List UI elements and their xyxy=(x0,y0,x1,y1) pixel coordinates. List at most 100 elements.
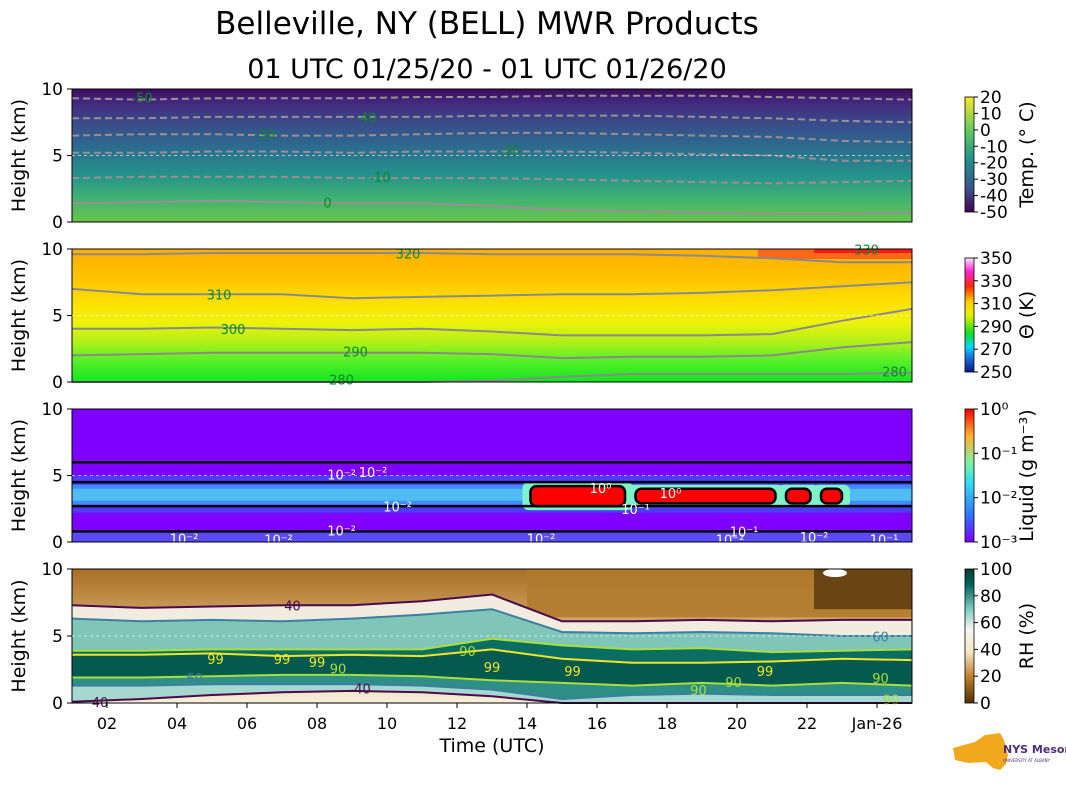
contour-label: 10⁻² xyxy=(800,531,829,546)
temperature-contour xyxy=(72,150,912,162)
contour-label: 10⁻² xyxy=(170,532,199,547)
contour-label: 10⁻² xyxy=(264,534,293,549)
figure-subtitle: 01 UTC 01/25/20 - 01 UTC 01/26/20 xyxy=(247,54,727,85)
colorbar-tick-label: 100 xyxy=(980,560,1012,580)
colorbar-tick-label: 310 xyxy=(980,295,1012,315)
y-axis-label: Height (km) xyxy=(8,579,30,692)
liquid-core xyxy=(784,487,812,505)
theta-panel: 320 330 310 300 290 280 280 0 5 10 Height (km) 350 3… xyxy=(8,240,1038,393)
y-axis-label: Height (km) xyxy=(8,99,30,212)
contour-label: 40 xyxy=(354,683,371,698)
logo-text: NYS Mesonet xyxy=(1003,743,1066,756)
y-tick-label: 10 xyxy=(41,560,63,580)
figure-title: Belleville, NY (BELL) MWR Products xyxy=(215,6,759,42)
nys-mesonet-logo: NYS Mesonet UNIVERSITY AT ALBANY xyxy=(953,733,1066,770)
rh-band-low-60 xyxy=(72,684,912,703)
x-tick-label: 08 xyxy=(307,714,327,733)
temperature-contour xyxy=(71,131,913,144)
x-tick-label: 16 xyxy=(587,714,607,733)
x-tick-label: Jan-26 xyxy=(851,714,903,733)
y-tick-label: 0 xyxy=(52,213,63,233)
liquid-low-band xyxy=(72,531,912,542)
contour-label: 90 xyxy=(459,645,476,660)
contour-label: 10⁻² xyxy=(716,534,745,549)
theta-contour xyxy=(71,281,913,300)
y-axis-label: Height (km) xyxy=(8,419,30,532)
contour-label: 310 xyxy=(207,289,232,304)
colorbar-tick-label: -20 xyxy=(980,154,1008,174)
contour-label: -40 xyxy=(355,111,376,126)
x-tick-label: 12 xyxy=(447,714,467,733)
colorbar-tick-label: 10⁰ xyxy=(980,400,1009,420)
liquid-core xyxy=(634,487,777,505)
theta-warm-top xyxy=(758,249,912,259)
y-tick-label: 10 xyxy=(41,240,63,260)
y-tick-label: 0 xyxy=(52,373,63,393)
colorbar xyxy=(964,257,975,373)
contour-label: 99 xyxy=(484,661,501,676)
theta-hot-top xyxy=(814,249,912,253)
colorbar-tick-label: 270 xyxy=(980,340,1012,360)
y-tick-label: 5 xyxy=(52,147,63,167)
temperature-contour xyxy=(72,114,913,124)
contour-label: 99 xyxy=(309,656,326,671)
contour-label: 290 xyxy=(343,346,368,361)
y-tick-label: 5 xyxy=(52,467,63,487)
colorbar-tick-label: 0 xyxy=(980,121,991,141)
colorbar-tick-label: 10⁻¹ xyxy=(980,444,1017,464)
colorbar-tick-label: 350 xyxy=(980,249,1012,269)
colorbar-tick-label: 60 xyxy=(980,614,1002,634)
contour-label: 90 xyxy=(872,672,889,687)
contour-label: 90 xyxy=(690,684,707,699)
contour-label: 10⁻¹ xyxy=(870,534,899,549)
colorbar-tick-label: -10 xyxy=(980,137,1008,157)
rh-contour xyxy=(72,637,913,654)
colorbar-tick-label: -50 xyxy=(980,203,1008,223)
y-tick-label: 5 xyxy=(52,627,63,647)
theta-contour xyxy=(72,252,912,264)
contour-label: 10⁻¹ xyxy=(730,526,759,541)
x-tick-label: 14 xyxy=(517,714,537,733)
colorbar-tick-label: 10⁻³ xyxy=(980,533,1017,553)
x-tick-label: 04 xyxy=(167,714,187,733)
contour-label: 60 xyxy=(186,672,203,687)
contour-label: 90 xyxy=(725,676,742,691)
x-tick-label: 18 xyxy=(657,714,677,733)
colorbar-tick-label: 330 xyxy=(980,272,1012,292)
contour-label: 280 xyxy=(882,366,907,381)
temperature-contour xyxy=(71,199,913,215)
colorbar xyxy=(964,96,975,213)
contour-label: 99 xyxy=(564,665,581,680)
contour-label: 99 xyxy=(207,653,224,668)
contour-label: 10⁻² xyxy=(327,469,356,484)
colorbar-tick-label: 20 xyxy=(980,667,1002,687)
colorbar-tick-label: 20 xyxy=(980,88,1002,108)
x-tick-label: 02 xyxy=(97,714,117,733)
logo-subtext: UNIVERSITY AT ALBANY xyxy=(1003,758,1051,763)
x-tick-label: 22 xyxy=(797,714,817,733)
contour-label: 40 xyxy=(284,600,301,615)
colorbar-label: Liquid (g m⁻³) xyxy=(1016,409,1038,541)
colorbar-tick-label: 10⁻² xyxy=(980,489,1017,509)
contour-label: 10⁰ xyxy=(660,487,682,502)
contour-label: 90 xyxy=(330,663,347,678)
contour-label: 330 xyxy=(854,243,879,258)
liquid-inner-band xyxy=(72,488,912,501)
contour-label: -30 xyxy=(254,129,275,144)
colorbar-tick-label: 10 xyxy=(980,104,1002,124)
rh-band-40-60 xyxy=(72,594,912,636)
contour-label: 10⁻² xyxy=(327,524,356,539)
rh-blank-patch xyxy=(823,569,847,577)
x-tick-label: 10 xyxy=(377,714,397,733)
x-tick-label: 20 xyxy=(727,714,747,733)
colorbar-tick-label: 290 xyxy=(980,317,1012,337)
colorbar xyxy=(964,408,975,543)
colorbar xyxy=(964,568,975,704)
new-york-state-shape xyxy=(953,733,1008,770)
x-axis-label: Time (UTC) xyxy=(438,735,544,757)
contour-label: 99 xyxy=(274,653,291,668)
colorbar-tick-label: -30 xyxy=(980,170,1008,190)
